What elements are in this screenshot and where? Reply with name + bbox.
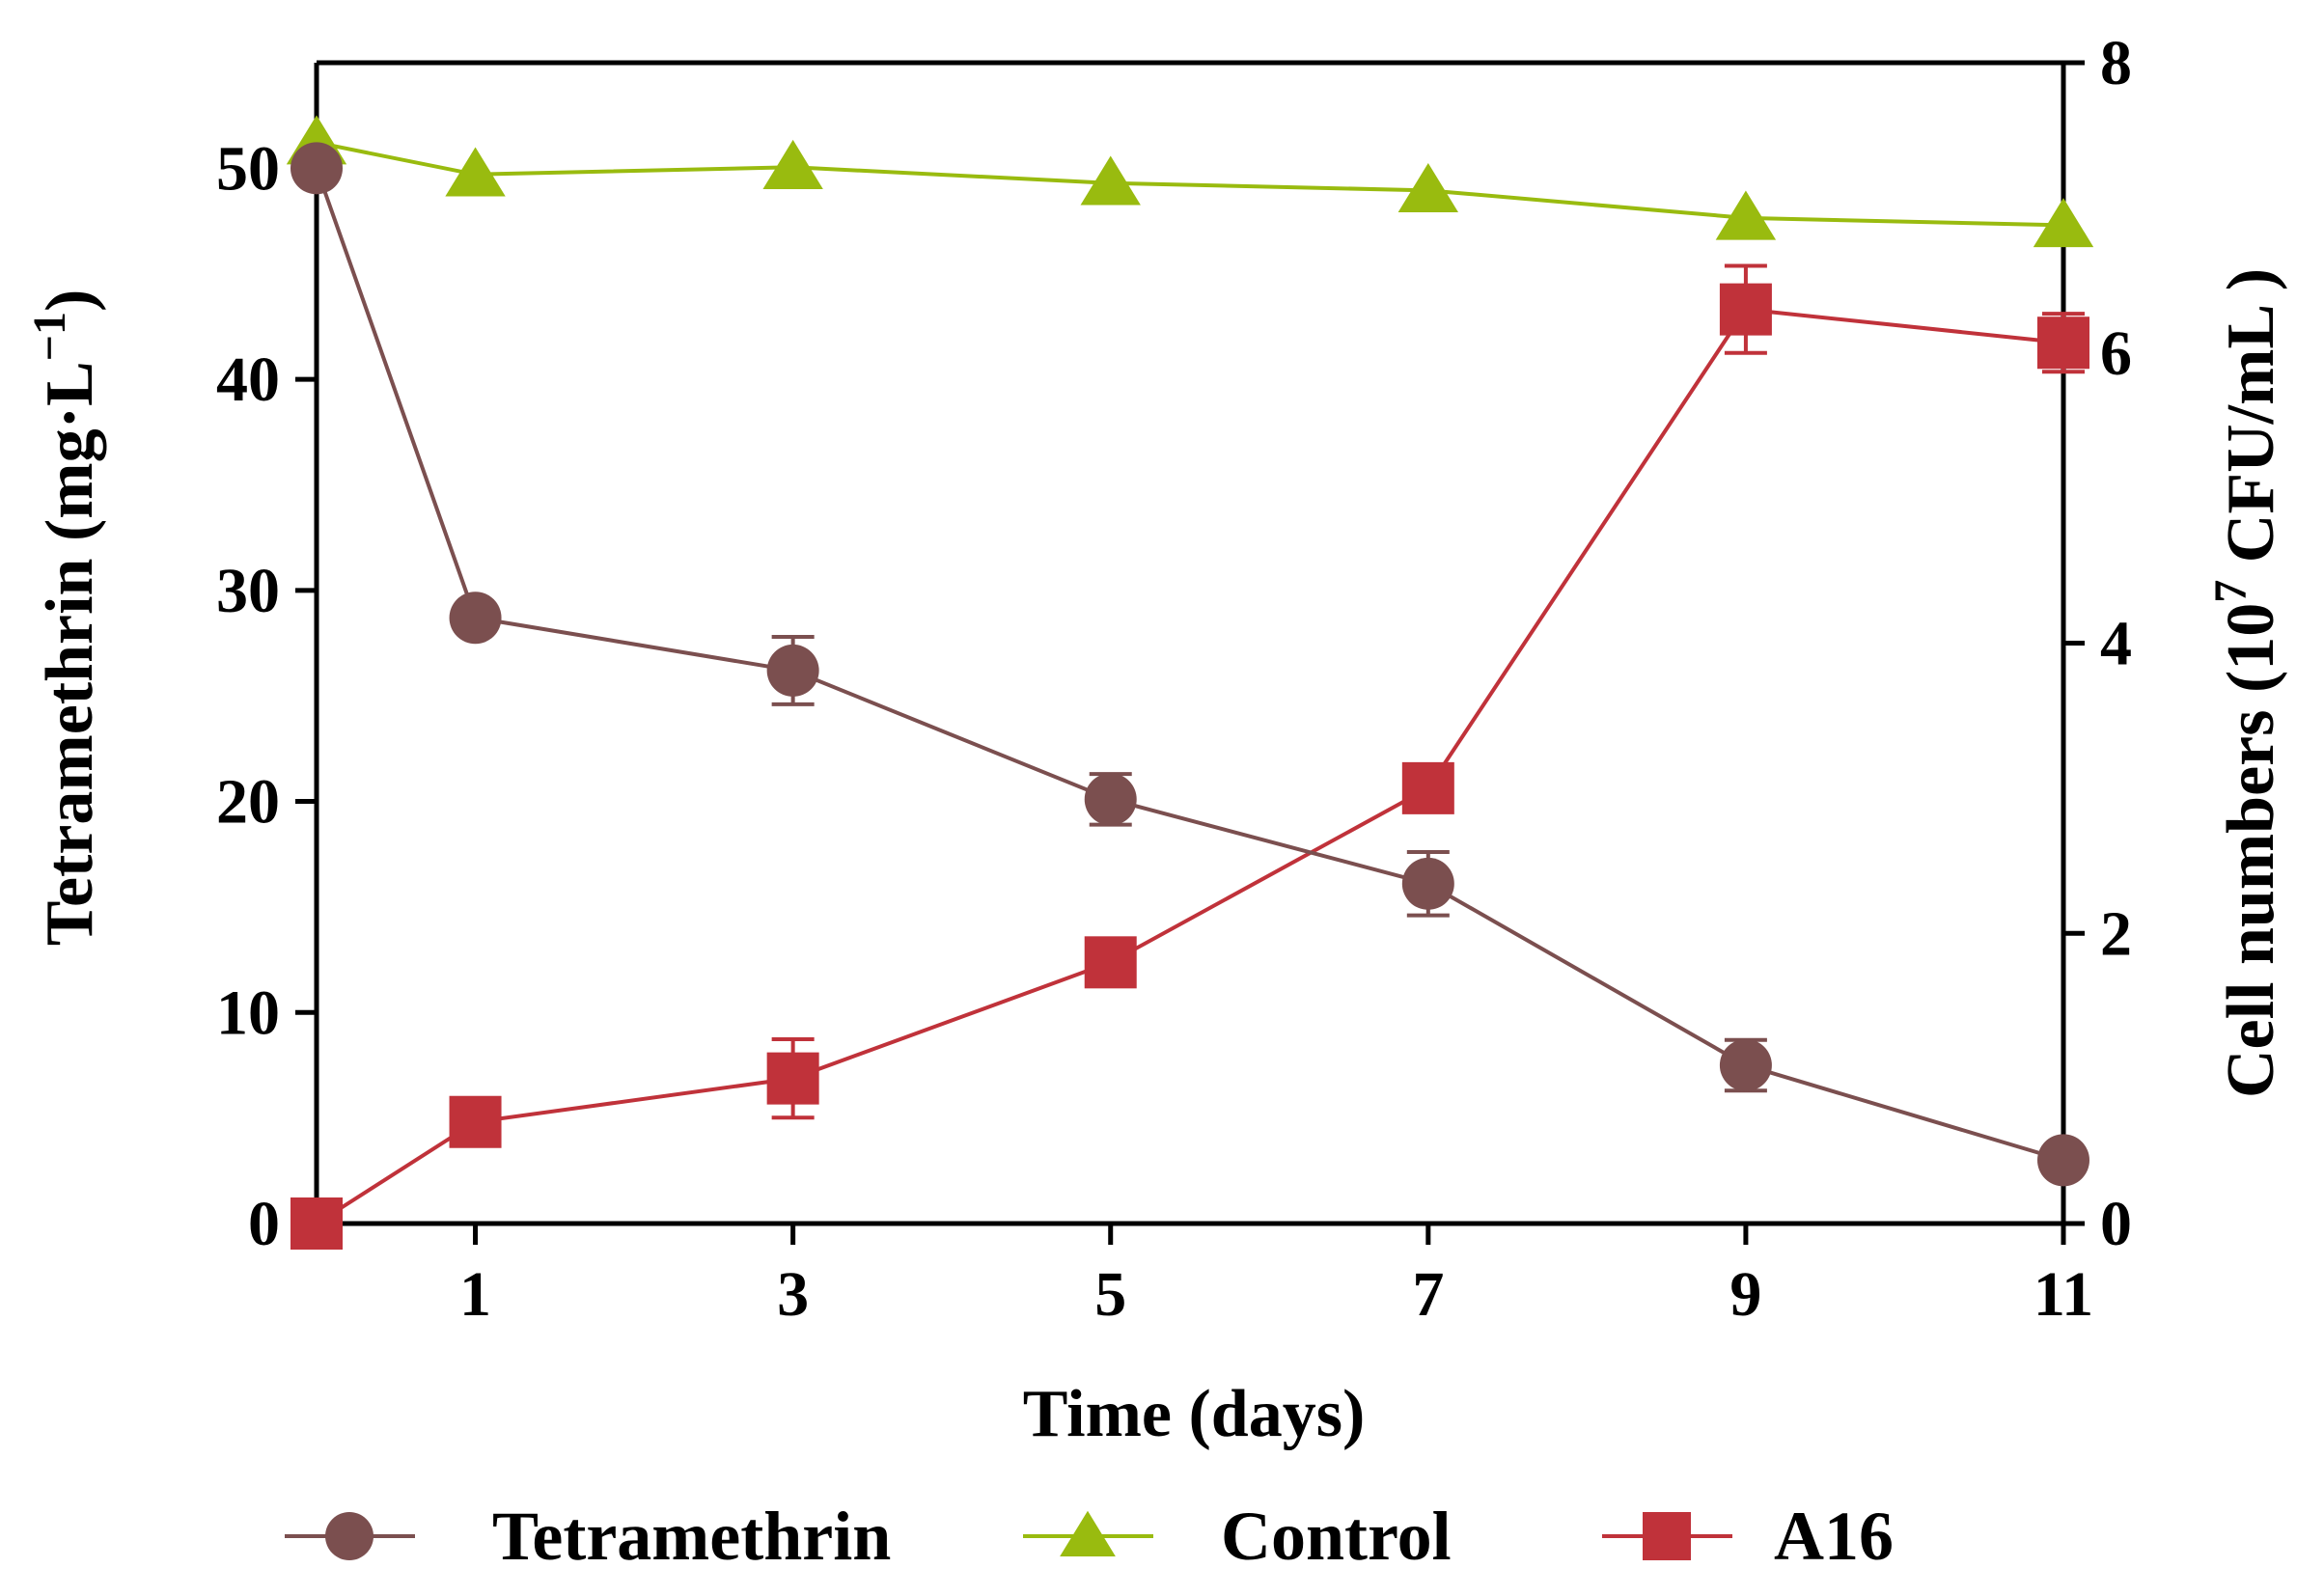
y-left-tick-label: 40: [216, 344, 280, 415]
data-point-a16: [449, 1095, 502, 1148]
y-left-tick-label: 50: [216, 133, 280, 204]
series-control: [286, 115, 2094, 248]
x-tick-label: 3: [777, 1259, 809, 1330]
data-point-tetramethrin: [290, 142, 343, 195]
y-right-tick-label: 4: [2100, 609, 2132, 679]
x-axis-title: Time (days): [1023, 1377, 1366, 1451]
data-point-control: [1715, 190, 1777, 240]
x-tick-label: 5: [1094, 1259, 1126, 1330]
y-left-tick-label: 30: [216, 556, 280, 626]
data-point-control: [2033, 198, 2094, 248]
y-axis-right-title: Cell numbers (107 CFU/mL ): [2205, 268, 2288, 1098]
data-point-tetramethrin: [1084, 773, 1137, 826]
data-point-tetramethrin: [1401, 857, 1454, 910]
y-right-tick-label: 0: [2100, 1189, 2132, 1259]
data-point-control: [1397, 162, 1459, 213]
series-a16: [290, 263, 2089, 1250]
data-point-a16: [766, 1052, 819, 1105]
x-tick-label: 1: [459, 1259, 491, 1330]
y-axis-left-title: Tetramethrin (mg·L−1): [24, 289, 107, 947]
y-axis-left-title-end: ): [33, 289, 107, 312]
y-left-tick-label: 0: [248, 1189, 280, 1259]
legend-item-a16: A16: [1602, 1498, 1894, 1575]
y-axis-left-title-main: Tetramethrin (mg·L: [33, 361, 107, 946]
legend-item-control: Control: [1023, 1498, 1452, 1575]
data-point-control: [445, 147, 506, 197]
data-point-a16: [1084, 936, 1137, 989]
data-point-tetramethrin: [2037, 1134, 2089, 1187]
y-axis-right-title-sup: 7: [2205, 580, 2256, 603]
labels-layer: Time (days) Tetramethrin (mg·L−1) Cell n…: [24, 28, 2288, 1451]
data-point-control: [1080, 155, 1141, 206]
y-axis-right-title-end: CFU/mL ): [2214, 268, 2288, 580]
y-left-tick-label: 10: [216, 977, 280, 1048]
y-axis-left-title-sup: −1: [24, 312, 75, 361]
x-tick-label: 11: [2034, 1259, 2093, 1330]
series-tetramethrin: [290, 142, 2089, 1187]
legend-marker-a16: [1643, 1512, 1691, 1560]
legend-label-control: Control: [1221, 1498, 1452, 1575]
legend: Tetramethrin Control A16: [285, 1498, 1894, 1575]
legend-label-tetramethrin: Tetramethrin: [492, 1498, 891, 1575]
data-point-tetramethrin: [449, 592, 502, 645]
series-line-a16: [315, 307, 2064, 1225]
data-point-control: [762, 139, 823, 189]
data-point-a16: [1719, 283, 1772, 336]
y-left-tick-label: 20: [216, 767, 280, 838]
y-right-tick-label: 2: [2100, 898, 2132, 969]
legend-label-a16: A16: [1774, 1498, 1894, 1575]
data-point-a16: [1401, 761, 1454, 814]
data-point-a16: [290, 1197, 343, 1250]
series-layer: [286, 115, 2094, 1250]
y-axis-right-title-main: Cell numbers (10: [2214, 603, 2288, 1098]
data-point-tetramethrin: [1719, 1038, 1772, 1091]
data-point-a16: [2037, 316, 2089, 370]
y-right-tick-label: 6: [2100, 318, 2132, 389]
data-point-tetramethrin: [766, 644, 819, 697]
axes-layer: [295, 60, 2085, 1245]
legend-item-tetramethrin: Tetramethrin: [285, 1498, 891, 1575]
series-line-control: [316, 140, 2064, 228]
x-tick-label: 9: [1729, 1259, 1761, 1330]
x-tick-label: 7: [1412, 1259, 1444, 1330]
legend-marker-tetramethrin: [325, 1512, 374, 1560]
legend-marker-control: [1060, 1510, 1116, 1556]
y-right-tick-label: 8: [2100, 28, 2132, 98]
